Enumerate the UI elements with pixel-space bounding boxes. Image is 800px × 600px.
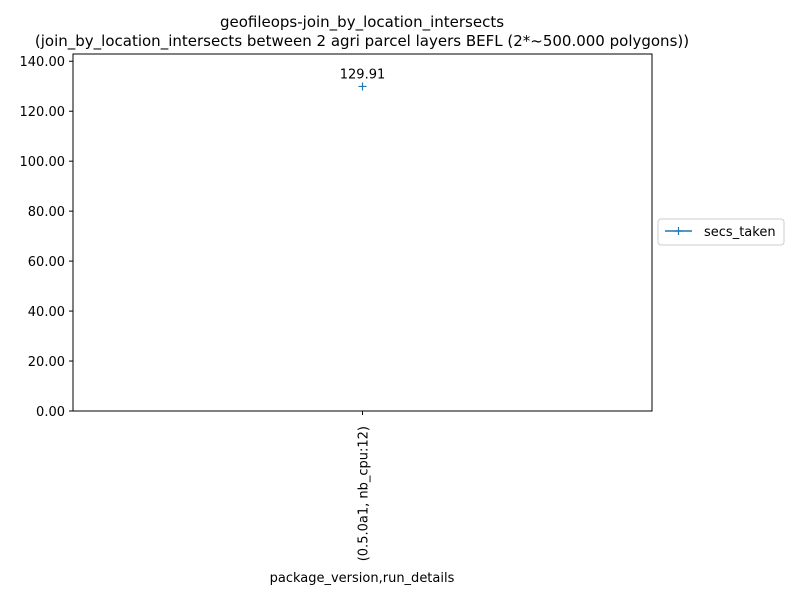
legend-box — [657, 218, 785, 246]
y-tick-label: 120.00 — [20, 105, 66, 120]
y-tick-label: 140.00 — [20, 55, 66, 70]
series-layer: 129.91 — [340, 67, 386, 91]
plot-area-frame — [72, 53, 653, 412]
chart-title: geofileops-join_by_location_intersects — [220, 13, 504, 32]
data-point-marker — [358, 82, 367, 91]
y-tick-label: 0.00 — [36, 405, 65, 420]
y-axis-ticks: 0.00 20.00 40.00 60.00 80.00 100.00 120.00 140.… — [20, 55, 73, 420]
x-tick-label: (0.5.0a1, nb_cpu:12) — [357, 426, 372, 561]
y-tick-label: 80.00 — [28, 205, 65, 220]
x-axis-ticks: (0.5.0a1, nb_cpu:12) — [357, 411, 372, 561]
y-tick-label: 40.00 — [28, 305, 65, 320]
legend-swatch-marker — [674, 227, 683, 235]
legend-entry-secs-taken: secs_taken — [704, 225, 776, 240]
chart-subtitle: (join_by_location_intersects between 2 a… — [35, 32, 689, 51]
y-tick-label: 100.00 — [20, 155, 66, 170]
legend: secs_taken — [657, 218, 785, 246]
y-tick-label: 60.00 — [28, 255, 65, 270]
x-axis-label: package_version,run_details — [270, 571, 455, 586]
data-label: 129.91 — [340, 67, 386, 82]
y-tick-label: 20.00 — [28, 355, 65, 370]
